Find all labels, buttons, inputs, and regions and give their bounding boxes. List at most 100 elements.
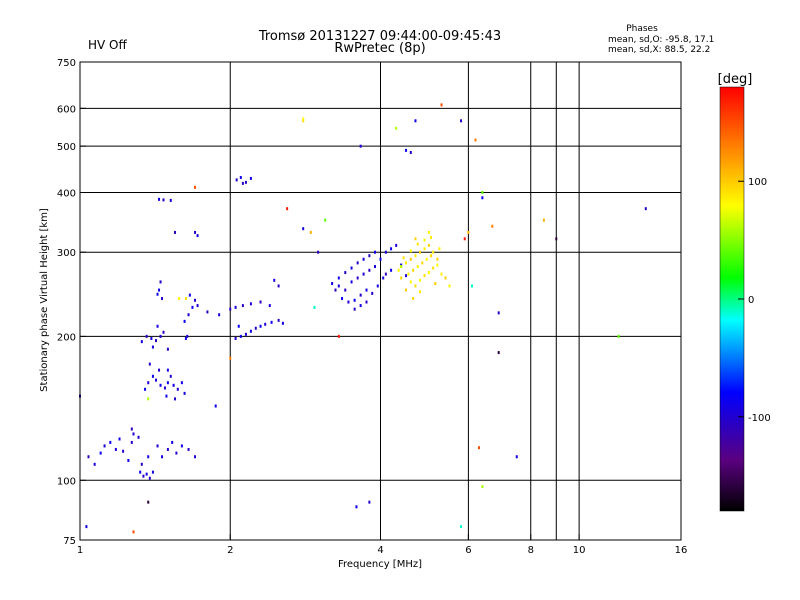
data-point-o — [460, 119, 463, 123]
data-point-o — [180, 381, 183, 385]
data-point-o — [244, 180, 247, 184]
data-point-o — [214, 404, 217, 408]
data-point-o — [277, 284, 280, 288]
stats-o: mean, sd,O: -95.8, 17.1 — [608, 35, 714, 45]
data-point-o — [162, 330, 165, 334]
data-point-o — [365, 300, 368, 304]
data-point-o — [239, 175, 242, 179]
colorbar-tick-label: 100 — [748, 177, 767, 188]
data-point-other — [395, 126, 398, 130]
data-point-o — [169, 198, 172, 202]
data-point-o — [142, 474, 145, 478]
data-point-o — [334, 288, 337, 292]
data-point-o — [497, 311, 500, 315]
data-point-o — [409, 150, 412, 154]
data-point-x — [440, 272, 443, 276]
data-point-o — [229, 307, 232, 311]
data-point-o — [161, 455, 164, 459]
data-point-o — [148, 362, 151, 366]
data-point-x — [423, 247, 426, 251]
data-point-o — [194, 298, 197, 302]
data-point-o — [249, 329, 252, 333]
data-point-x — [419, 250, 422, 254]
data-point-o — [353, 298, 356, 302]
data-point-o — [344, 288, 347, 292]
x-axis-label: Frequency [MHz] — [338, 559, 422, 570]
data-point-other — [337, 334, 340, 338]
data-point-x — [302, 117, 305, 121]
data-point-other — [229, 356, 232, 360]
data-point-x — [436, 263, 439, 267]
data-point-o — [481, 196, 484, 200]
data-point-other — [460, 525, 463, 529]
data-point-o — [180, 444, 183, 448]
data-point-o — [186, 334, 189, 338]
data-point-o — [172, 383, 175, 387]
data-point-o — [163, 386, 166, 390]
data-point-x — [184, 297, 187, 301]
tick-layer: 1 2 4 6 8 10 16 75 100 200 300 400 500 600 750 — [57, 58, 687, 556]
data-point-x — [432, 250, 435, 254]
colorbar-label: [deg] — [718, 72, 753, 87]
data-point-o — [395, 243, 398, 247]
data-point-x — [405, 261, 408, 265]
data-point-x — [409, 280, 412, 284]
data-point-o — [162, 198, 165, 202]
data-point-x — [432, 266, 435, 270]
stats-x: mean, sd,X: 88.5, 22.2 — [608, 45, 710, 55]
data-point-other — [617, 334, 620, 338]
data-point-o — [359, 144, 362, 148]
data-point-o — [196, 234, 199, 238]
data-point-x — [448, 284, 451, 288]
chart-title: Tromsø 20131227 09:44:00-09:45:43 — [258, 29, 501, 44]
data-point-o — [127, 458, 130, 462]
data-point-o — [362, 272, 365, 276]
data-point-o — [114, 447, 117, 451]
data-point-o — [235, 178, 238, 182]
data-point-o — [173, 230, 176, 234]
data-point-x — [414, 284, 417, 288]
data-point-o — [353, 307, 356, 311]
data-point-o — [166, 447, 169, 451]
data-point-o — [183, 391, 186, 395]
data-point-x — [414, 237, 417, 241]
data-point-o — [259, 324, 262, 328]
grid-layer — [80, 62, 681, 540]
data-point-x — [397, 268, 400, 272]
data-point-x — [444, 276, 447, 280]
data-point-o — [147, 381, 150, 385]
data-point-o — [194, 230, 197, 234]
data-point-o — [159, 383, 162, 387]
data-point-x — [430, 236, 433, 240]
colorbar-ticks: 100 0 -100 — [738, 177, 771, 424]
data-point-o — [151, 345, 154, 349]
data-point-o — [317, 250, 320, 254]
data-point-o — [368, 268, 371, 272]
data-point-o — [379, 257, 382, 261]
data-point-o — [382, 276, 385, 280]
data-point-o — [151, 470, 154, 474]
data-point-x — [427, 271, 430, 275]
data-point-o — [130, 440, 133, 444]
data-point-o — [270, 320, 273, 324]
x-tick-label: 8 — [528, 545, 534, 556]
data-point-o — [130, 427, 133, 431]
data-point-x — [302, 119, 305, 123]
data-point-o — [159, 280, 162, 284]
data-point-other — [440, 103, 443, 107]
data-point-o — [145, 334, 148, 338]
data-point-other — [477, 446, 480, 450]
data-point-o — [405, 148, 408, 152]
y-tick-label: 750 — [57, 58, 76, 69]
data-point-other — [147, 500, 150, 504]
data-point-o — [249, 302, 252, 306]
data-point-x — [436, 257, 439, 261]
data-point-o — [237, 324, 240, 328]
x-tick-label: 1 — [77, 545, 83, 556]
data-point-o — [368, 500, 371, 504]
data-point-x — [423, 238, 426, 242]
data-point-o — [365, 288, 368, 292]
data-point-o — [158, 368, 161, 372]
data-point-o — [176, 387, 179, 391]
